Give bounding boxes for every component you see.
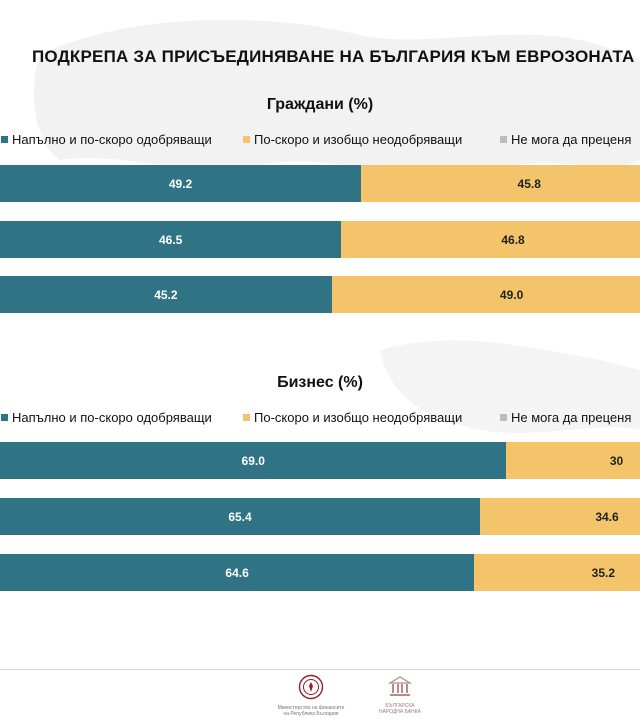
bar-value-label: 30 xyxy=(609,453,624,468)
bar-segment-approve: 49.2 xyxy=(0,165,362,202)
chart-title: ПОДКРЕПА ЗА ПРИСЪЕДИНЯВАНЕ НА БЪЛГАРИЯ К… xyxy=(32,47,635,66)
bar-value-label: 49.0 xyxy=(499,287,524,302)
chart-citizens-legend: Напълно и по-скоро одобряващи По-скоро и… xyxy=(0,132,640,148)
bar-row: 46.5 46.8 xyxy=(0,221,640,258)
bar-value-label: 35.2 xyxy=(591,565,616,580)
bar-segment-approve: 65.4 xyxy=(0,498,481,535)
legend-item-approve: Напълно и по-скоро одобряващи xyxy=(1,132,212,147)
bar-segment-disapprove: 30 xyxy=(506,442,640,479)
bar-value-label: 46.5 xyxy=(158,232,183,247)
ministry-seal-icon xyxy=(298,674,324,700)
bar-row: 49.2 45.8 xyxy=(0,165,640,202)
legend-swatch-disapprove xyxy=(243,136,250,143)
bar-segment-approve: 45.2 xyxy=(0,276,332,313)
legend-swatch-disapprove xyxy=(243,414,250,421)
bnb-logo: БЪЛГАРСКА НАРОДНА БАНКА xyxy=(372,674,428,715)
bar-value-label: 45.8 xyxy=(517,176,541,191)
legend-item-approve: Напълно и по-скоро одобряващи xyxy=(1,410,212,425)
bar-segment-disapprove: 49.0 xyxy=(331,276,640,313)
legend-swatch-unsure xyxy=(500,414,507,421)
bar-value-label: 64.6 xyxy=(225,565,249,580)
bank-building-icon xyxy=(387,676,413,696)
bar-value-label: 45.2 xyxy=(154,287,178,302)
bar-row: 64.6 35.2 xyxy=(0,554,640,591)
bar-row: 45.2 49.0 xyxy=(0,276,640,313)
bar-row: 69.0 30 xyxy=(0,442,640,479)
legend-item-disapprove: По-скоро и изобщо неодобряващи xyxy=(243,132,462,147)
bar-segment-approve: 46.5 xyxy=(0,221,342,258)
legend-swatch-unsure xyxy=(500,136,507,143)
legend-swatch-approve xyxy=(1,136,8,143)
bar-segment-disapprove: 46.8 xyxy=(341,221,640,258)
chart-business-title: Бизнес (%) xyxy=(277,374,363,391)
bar-value-label: 49.2 xyxy=(168,176,193,191)
bar-row: 65.4 34.6 xyxy=(0,498,640,535)
chart-business-legend: Напълно и по-скоро одобряващи По-скоро и… xyxy=(0,410,640,426)
bar-value-label: 34.6 xyxy=(595,509,619,524)
bar-value-label: 65.4 xyxy=(228,509,252,524)
legend-item-unsure: Не мога да преценя xyxy=(500,132,631,147)
bar-segment-disapprove: 45.8 xyxy=(361,165,640,202)
footer-divider xyxy=(0,669,640,670)
bar-value-label: 46.8 xyxy=(501,232,525,247)
chart-citizens-title: Граждани (%) xyxy=(266,96,374,113)
bar-segment-disapprove: 34.6 xyxy=(480,498,640,535)
bar-segment-disapprove: 35.2 xyxy=(474,554,640,591)
bar-value-label: 69.0 xyxy=(241,453,265,468)
legend-item-unsure: Не мога да преценя xyxy=(500,410,631,425)
ministry-of-finance-logo: Министерство на финансите на Република Б… xyxy=(272,674,350,717)
legend-swatch-approve xyxy=(1,414,8,421)
legend-item-disapprove: По-скоро и изобщо неодобряващи xyxy=(243,410,462,425)
bar-segment-approve: 69.0 xyxy=(0,442,507,479)
bar-segment-approve: 64.6 xyxy=(0,554,475,591)
